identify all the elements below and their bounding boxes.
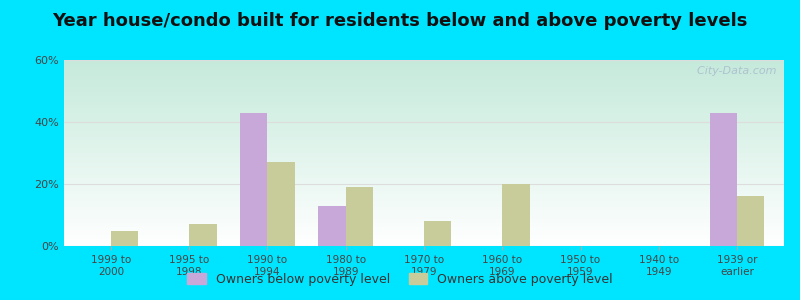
Text: City-Data.com: City-Data.com <box>690 66 777 76</box>
Bar <box>502 184 530 246</box>
Bar <box>346 187 373 246</box>
Bar <box>318 206 346 246</box>
Bar <box>240 113 267 246</box>
Bar <box>710 113 737 246</box>
Bar <box>190 224 217 246</box>
Bar <box>111 230 138 246</box>
Bar <box>737 196 765 246</box>
Bar <box>424 221 451 246</box>
Legend: Owners below poverty level, Owners above poverty level: Owners below poverty level, Owners above… <box>182 268 618 291</box>
Text: Year house/condo built for residents below and above poverty levels: Year house/condo built for residents bel… <box>52 12 748 30</box>
Bar <box>267 162 295 246</box>
